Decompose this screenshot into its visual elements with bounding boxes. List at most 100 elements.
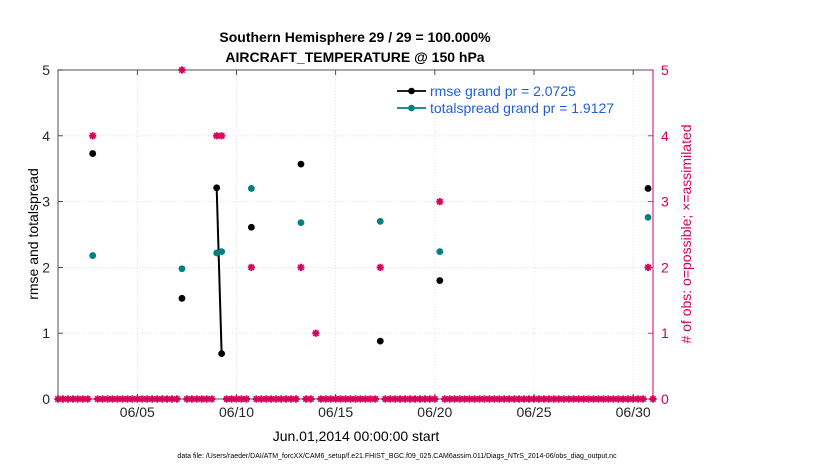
obs-count-marker [644, 263, 652, 271]
obs-count-marker [297, 263, 305, 271]
obs-count-marker [113, 395, 122, 403]
rmse-line-segment [215, 187, 223, 354]
obs-count-marker [262, 395, 270, 403]
rmse-point [247, 223, 255, 231]
obs-count-marker [436, 198, 444, 206]
obs-count-marker [178, 66, 186, 74]
obs-count-marker [386, 395, 394, 403]
rmse-point [376, 337, 384, 345]
x-tick-label: 06/15 [318, 404, 353, 420]
rmse-point [436, 277, 444, 284]
obs-count-marker [639, 395, 647, 403]
obs-count-marker [148, 395, 156, 403]
legend-spread-label: totalspread grand pr = 1.9127 [430, 100, 614, 116]
obs-count-marker [143, 395, 151, 403]
legend: rmse grand pr = 2.0725 totalspread grand… [397, 83, 614, 116]
obs-count-marker [371, 395, 379, 403]
x-tick-label: 06/20 [417, 404, 452, 420]
obs-count-marker [123, 395, 132, 403]
rmse-point [644, 185, 652, 192]
obs-count-marker [451, 395, 459, 403]
y-tick-label-left: 4 [42, 128, 50, 144]
obs-count-marker [69, 395, 77, 403]
obs-count-marker [500, 395, 508, 403]
y-tick-label-right: 2 [661, 259, 669, 275]
legend-rmse-marker [408, 87, 415, 95]
legend-spread-marker [408, 104, 415, 112]
y-axis-label-right: # of obs: o=possible; ×=assimilated [678, 124, 694, 343]
obs-count-marker [307, 395, 315, 403]
obs-count-marker [237, 395, 246, 403]
obs-count-marker [218, 132, 226, 140]
spread-point [178, 265, 186, 273]
spread-point [376, 217, 384, 225]
rmse-point [218, 350, 226, 357]
y-ticks-left: 0 1 2 3 4 5 [42, 62, 63, 407]
y-tick-label-left: 5 [42, 62, 50, 78]
y-tick-label-right: 0 [661, 391, 669, 407]
obs-count-marker [540, 395, 548, 403]
rmse-point [89, 150, 97, 157]
obs-count-marker [351, 395, 360, 403]
rmse-point [297, 160, 305, 168]
obs-count-marker [530, 395, 538, 403]
grid [58, 70, 653, 399]
rmse-point [213, 184, 221, 192]
rmse-point [178, 294, 186, 302]
obs-count-marker [649, 395, 657, 403]
obs-count-marker [624, 395, 632, 403]
spread-point [644, 213, 652, 221]
obs-count-marker [441, 395, 449, 403]
obs-count-marker [312, 329, 320, 337]
obs-count-marker [242, 395, 251, 403]
obs-count-marker [173, 395, 181, 403]
x-tick-label: 06/05 [120, 404, 155, 420]
obs-count-marker [59, 395, 67, 403]
y-tick-label-right: 3 [661, 194, 669, 210]
obs-count-marker [193, 395, 201, 403]
spread-point [247, 185, 255, 192]
chart-title: Southern Hemisphere 29 / 29 = 100.000% [219, 29, 491, 45]
data-file-footer: data file: /Users/raeder/DAI/ATM_forcXX/… [177, 453, 617, 460]
obs-count-marker [84, 395, 92, 403]
spread-point [218, 248, 226, 256]
obs-count-marker [460, 395, 469, 403]
chart-marks [54, 66, 657, 403]
legend-rmse-label: rmse grand pr = 2.0725 [430, 83, 576, 99]
obs-count-marker [208, 395, 216, 403]
y-tick-label-left: 1 [42, 325, 50, 341]
obs-count-marker [282, 395, 290, 403]
y-tick-label-left: 3 [42, 194, 50, 210]
obs-count-marker [495, 395, 503, 403]
obs-count-marker [555, 395, 563, 403]
x-ticks: 06/05 06/10 06/15 06/20 06/25 06/30 [120, 70, 651, 420]
obs-count-marker [376, 263, 384, 271]
x-tick-label: 06/30 [616, 404, 651, 420]
obs-count-marker [361, 395, 370, 403]
obs-count-marker [609, 395, 617, 403]
y-tick-label-left: 0 [42, 391, 50, 407]
y-tick-label-right: 5 [661, 62, 669, 78]
obs-count-marker [133, 395, 141, 403]
y-tick-label-left: 2 [42, 259, 50, 275]
spread-point [436, 248, 444, 256]
obs-count-marker [79, 395, 87, 403]
plot-area [57, 69, 654, 400]
y-axis-label-left: rmse and totalspread [25, 168, 41, 300]
obs-count-marker [89, 132, 97, 140]
spread-point [89, 252, 97, 259]
obs-count-marker [416, 395, 424, 403]
y-tick-label-right: 4 [661, 128, 669, 144]
chart-subtitle: AIRCRAFT_TEMPERATURE @ 150 hPa [225, 49, 484, 65]
x-axis-label: Jun.01,2014 00:00:00 start [273, 428, 440, 444]
y-tick-label-right: 1 [661, 325, 669, 341]
obs-count-marker [287, 395, 295, 403]
spread-point [297, 219, 305, 227]
obs-count-marker [292, 395, 300, 403]
obs-count-marker [337, 395, 345, 403]
x-tick-label: 06/25 [516, 404, 551, 420]
obs-count-marker [247, 263, 255, 271]
obs-count-marker [545, 395, 553, 403]
x-tick-label: 06/10 [219, 404, 254, 420]
